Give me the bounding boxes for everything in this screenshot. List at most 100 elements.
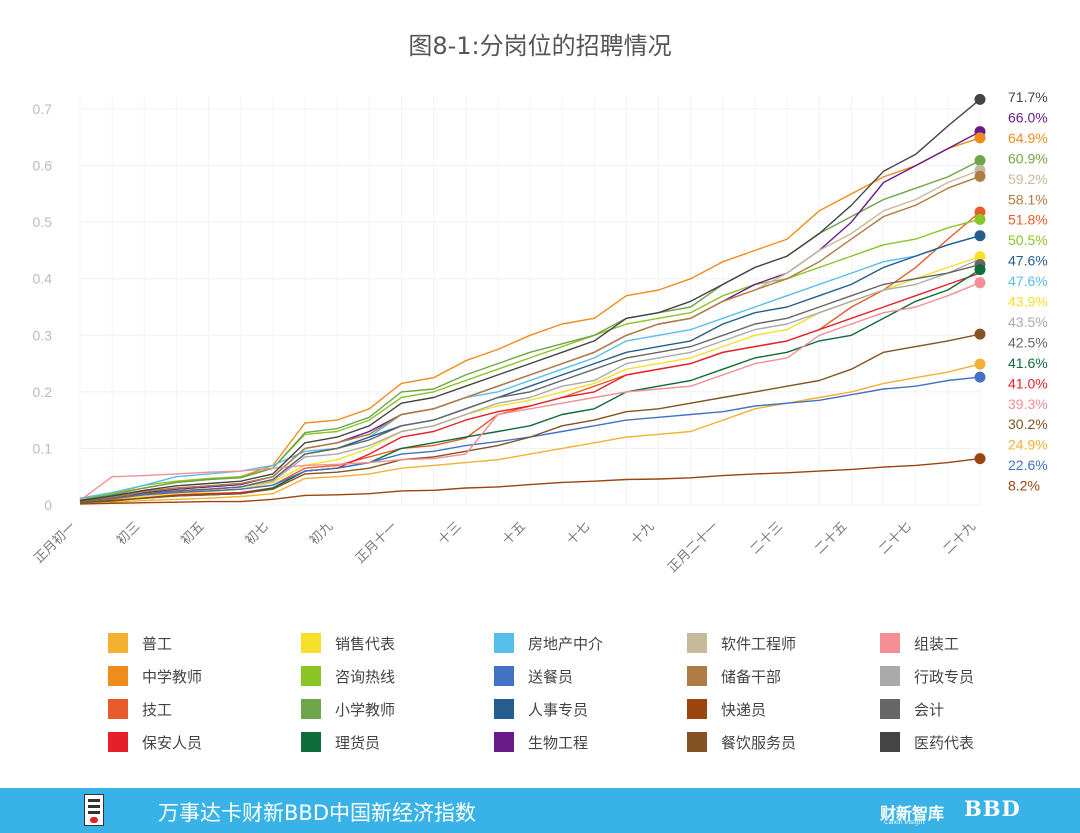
legend-label: 储备干部 <box>721 667 782 686</box>
legend-item: 送餐员 <box>494 665 573 687</box>
end-value-label: 24.9% <box>1008 437 1048 453</box>
grid <box>79 95 981 506</box>
end-value-label: 66.0% <box>1008 109 1048 125</box>
series-line <box>79 333 981 504</box>
legend-item: 快递员 <box>687 698 766 720</box>
footer-banner: 万事达卡财新BBD中国新经济指数 财新智库 Caixin Insight BBD <box>0 788 1080 833</box>
legend-swatch <box>108 732 128 752</box>
y-tick-label: 0.7 <box>33 101 53 117</box>
legend-swatch <box>108 633 128 653</box>
legend-label: 理货员 <box>335 733 381 752</box>
legend-label: 生物工程 <box>528 733 589 752</box>
end-value-label: 60.9% <box>1008 150 1048 166</box>
x-tick-label: 十七 <box>564 519 593 548</box>
end-value-label: 71.7% <box>1008 89 1048 105</box>
legend-label: 医药代表 <box>914 733 975 752</box>
legend-item: 人事专员 <box>494 698 588 720</box>
series-lines <box>79 98 981 505</box>
series-line <box>79 282 981 502</box>
legend-item: 保安人员 <box>108 731 202 753</box>
legend-label: 软件工程师 <box>721 634 797 653</box>
series-line <box>79 159 981 502</box>
legend-label: 中学教师 <box>142 667 203 686</box>
endpoint-marker <box>974 251 986 263</box>
endpoint-marker <box>974 358 986 370</box>
legend-label: 咨询热线 <box>335 667 396 686</box>
legend-label: 保安人员 <box>142 733 203 752</box>
line-chart: 0 0.1 0.2 0.3 0.4 0.5 0.6 0.7 正月初一 初三 初五 初七 初九 正月十一 十… <box>31 89 1048 576</box>
legend-label: 行政专员 <box>914 667 975 686</box>
series-line <box>79 272 981 504</box>
chart-title: 图8-1:分岗位的招聘情况 <box>408 32 672 60</box>
end-value-label: 41.6% <box>1008 355 1048 371</box>
series-line <box>79 457 981 505</box>
x-tick-label: 初五 <box>178 519 207 548</box>
legend-item: 储备干部 <box>687 665 781 687</box>
legend-item: 餐饮服务员 <box>687 731 796 753</box>
x-tick-label: 初三 <box>114 519 143 548</box>
end-value-label: 51.8% <box>1008 212 1048 228</box>
legend-label: 小学教师 <box>335 700 396 719</box>
endpoint-marker <box>974 371 986 383</box>
legend-label: 快递员 <box>721 700 767 719</box>
legend-item: 咨询热线 <box>301 665 395 687</box>
endpoint-marker <box>974 132 986 144</box>
x-tick-label: 正月二十一 <box>665 519 722 576</box>
legend-swatch <box>494 699 514 719</box>
end-value-labels: 71.7% 66.0% 64.9% 60.9% 59.2% 58.1% 51.8% 50.5%… <box>1008 89 1048 494</box>
caixin-insight-subtitle: Caixin Insight <box>884 819 925 826</box>
legend-item: 小学教师 <box>301 698 395 720</box>
legend-swatch <box>880 732 900 752</box>
y-axis-ticks: 0 0.1 0.2 0.3 0.4 0.5 0.6 0.7 <box>33 101 53 513</box>
legend-swatch <box>494 666 514 686</box>
series-line <box>79 218 981 500</box>
legend-swatch <box>687 699 707 719</box>
legend-swatch <box>301 699 321 719</box>
endpoint-marker <box>974 170 986 182</box>
x-tick-label: 正月初一 <box>31 519 78 566</box>
end-value-label: 43.9% <box>1008 294 1048 310</box>
y-tick-label: 0.4 <box>33 271 53 287</box>
series-line <box>79 363 981 504</box>
legend-swatch <box>301 666 321 686</box>
end-value-label: 30.2% <box>1008 416 1048 432</box>
legend-item: 房地产中介 <box>494 632 603 654</box>
endpoint-marker <box>974 213 986 225</box>
x-tick-label: 二十五 <box>812 519 850 557</box>
series-line <box>79 98 981 502</box>
end-value-label: 8.2% <box>1008 478 1040 494</box>
legend-label: 送餐员 <box>528 667 574 686</box>
legend-swatch <box>494 732 514 752</box>
legend-label: 组装工 <box>914 634 960 653</box>
end-value-label: 22.6% <box>1008 457 1048 473</box>
endpoint-marker <box>974 264 986 276</box>
legend-label: 人事专员 <box>528 700 589 719</box>
index-logo-icon <box>84 794 104 826</box>
endpoint-markers <box>974 93 986 465</box>
y-tick-label: 0 <box>44 497 52 513</box>
end-value-label: 39.3% <box>1008 396 1048 412</box>
x-tick-label: 十三 <box>436 519 465 548</box>
legend-swatch <box>880 666 900 686</box>
end-value-label: 42.5% <box>1008 334 1048 350</box>
legend-label: 销售代表 <box>335 634 396 653</box>
x-tick-label: 初九 <box>307 519 336 548</box>
legend-swatch <box>494 633 514 653</box>
legend-item: 销售代表 <box>301 632 395 654</box>
legend-label: 普工 <box>142 634 173 653</box>
legend-swatch <box>880 699 900 719</box>
series-line <box>79 175 981 502</box>
x-tick-label: 二十九 <box>941 519 979 557</box>
endpoint-marker <box>974 230 986 242</box>
legend-item: 行政专员 <box>880 665 974 687</box>
legend-item: 会计 <box>880 698 944 720</box>
y-tick-label: 0.3 <box>33 327 53 343</box>
footer-title: 万事达卡财新BBD中国新经济指数 <box>158 801 476 825</box>
end-value-label: 59.2% <box>1008 171 1048 187</box>
x-tick-label: 十九 <box>628 519 657 548</box>
legend-label: 会计 <box>914 700 945 719</box>
end-value-label: 41.0% <box>1008 375 1048 391</box>
y-tick-label: 0.5 <box>33 214 53 230</box>
legend-item: 技工 <box>108 698 172 720</box>
x-tick-label: 十五 <box>500 519 529 548</box>
